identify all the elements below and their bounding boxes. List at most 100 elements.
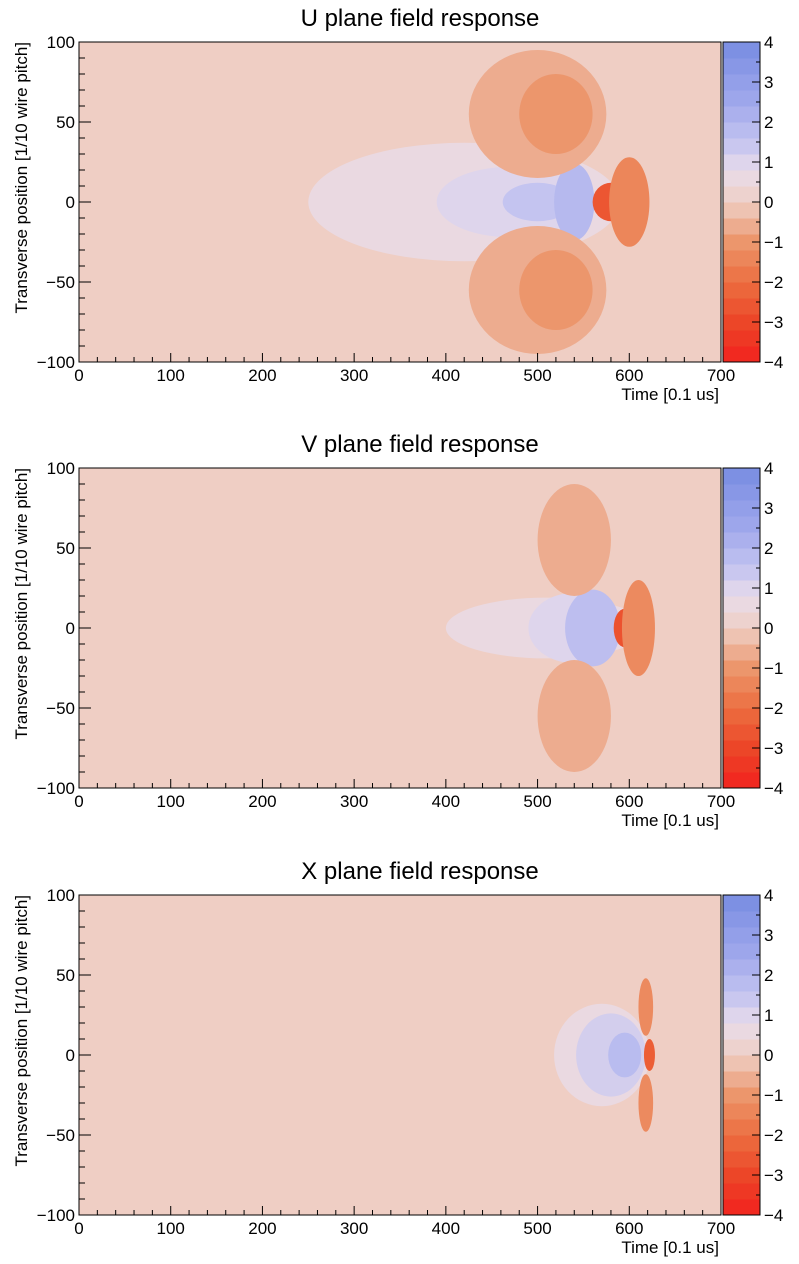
colorbar-band — [723, 1119, 760, 1136]
colorbar-band — [723, 266, 760, 283]
heatmap-region — [608, 1032, 642, 1078]
colorbar-band — [723, 660, 760, 677]
colorbar-band — [723, 138, 760, 155]
colorbar-tick-label: 0 — [764, 619, 773, 638]
colorbar-band — [723, 1167, 760, 1184]
y-tick-label: −50 — [46, 699, 75, 718]
colorbar-band — [723, 42, 760, 59]
colorbar-tick-label: 4 — [764, 33, 773, 52]
colorbar-tick-label: −2 — [764, 699, 783, 718]
x-tick-label: 100 — [157, 1219, 185, 1238]
y-tick-label: 0 — [66, 1046, 75, 1065]
colorbar-band — [723, 122, 760, 139]
colorbar-band — [723, 911, 760, 928]
y-tick-label: 50 — [56, 113, 75, 132]
colorbar-band — [723, 772, 760, 789]
colorbar-band — [723, 1199, 760, 1216]
heatmap-region — [609, 157, 650, 247]
colorbar-band — [723, 1151, 760, 1168]
y-tick-label: 50 — [56, 966, 75, 985]
colorbar-band — [723, 1103, 760, 1120]
y-tick-label: 100 — [47, 33, 75, 52]
heatmap-region — [565, 589, 621, 667]
colorbar-band — [723, 580, 760, 597]
x-tick-label: 200 — [248, 792, 276, 811]
colorbar-band — [723, 596, 760, 613]
colorbar-band — [723, 58, 760, 75]
x-tick-label: 600 — [615, 366, 643, 385]
heatmap-region — [519, 250, 593, 330]
colorbar-band — [723, 1023, 760, 1040]
chart-title: U plane field response — [301, 5, 540, 32]
colorbar-band — [723, 218, 760, 235]
colorbar-band — [723, 1087, 760, 1104]
colorbar-tick-label: −1 — [764, 659, 783, 678]
colorbar-tick-label: 1 — [764, 153, 773, 172]
heatmap-region — [643, 1039, 655, 1071]
colorbar-band — [723, 676, 760, 693]
x-tick-label: 100 — [157, 792, 185, 811]
colorbar-band — [723, 1183, 760, 1200]
y-tick-label: 100 — [47, 886, 75, 905]
colorbar-band — [723, 90, 760, 107]
y-tick-label: −100 — [37, 1206, 75, 1225]
colorbar-band — [723, 74, 760, 91]
x-tick-label: 100 — [157, 366, 185, 385]
y-tick-label: 100 — [47, 459, 75, 478]
x-tick-label: 400 — [432, 792, 460, 811]
heatmap-region — [519, 74, 593, 154]
x-tick-label: 400 — [432, 366, 460, 385]
colorbar-band — [723, 724, 760, 741]
chart-title: V plane field response — [301, 431, 539, 458]
colorbar-band — [723, 500, 760, 517]
colorbar-tick-label: 2 — [764, 966, 773, 985]
heatmap-cells — [554, 978, 655, 1132]
colorbar-tick-label: −1 — [764, 233, 783, 252]
colorbar-tick-label: 0 — [764, 193, 773, 212]
y-tick-label: −100 — [37, 353, 75, 372]
x-tick-label: 0 — [74, 1219, 83, 1238]
y-tick-label: −50 — [46, 273, 75, 292]
heatmap-region — [537, 660, 611, 772]
x-tick-label: 300 — [340, 1219, 368, 1238]
colorbar-band — [723, 234, 760, 251]
colorbar-band — [723, 740, 760, 757]
colorbar-band — [723, 250, 760, 267]
colorbar-band — [723, 628, 760, 645]
colorbar-tick-label: −3 — [764, 739, 783, 758]
colorbar-band — [723, 468, 760, 485]
x-tick-label: 0 — [74, 792, 83, 811]
colorbar-band — [723, 1071, 760, 1088]
colorbar-band — [723, 927, 760, 944]
y-tick-label: 0 — [66, 193, 75, 212]
heatmap-region — [621, 580, 655, 676]
colorbar-band — [723, 564, 760, 581]
colorbar-band — [723, 612, 760, 629]
heatmap-region — [638, 1074, 654, 1132]
colorbar-tick-label: 1 — [764, 579, 773, 598]
y-tick-label: −50 — [46, 1126, 75, 1145]
colorbar-band — [723, 154, 760, 171]
colorbar-band — [723, 282, 760, 299]
colorbar-tick-label: 3 — [764, 499, 773, 518]
chart-title: X plane field response — [301, 858, 539, 885]
colorbar-tick-label: −3 — [764, 313, 783, 332]
y-tick-label: 0 — [66, 619, 75, 638]
colorbar-tick-label: 4 — [764, 459, 773, 478]
colorbar-band — [723, 1055, 760, 1072]
colorbar-band — [723, 298, 760, 315]
x-tick-label: 500 — [523, 366, 551, 385]
y-axis-label: Transverse position [1/10 wire pitch] — [12, 895, 31, 1167]
colorbar-band — [723, 644, 760, 661]
x-tick-label: 400 — [432, 1219, 460, 1238]
colorbar-band — [723, 106, 760, 123]
colorbar-tick-label: 2 — [764, 113, 773, 132]
y-axis-label: Transverse position [1/10 wire pitch] — [12, 42, 31, 314]
heatmap-cells — [445, 484, 655, 772]
x-axis-label: Time [0.1 us] — [621, 385, 719, 404]
colorbar-band — [723, 1007, 760, 1024]
